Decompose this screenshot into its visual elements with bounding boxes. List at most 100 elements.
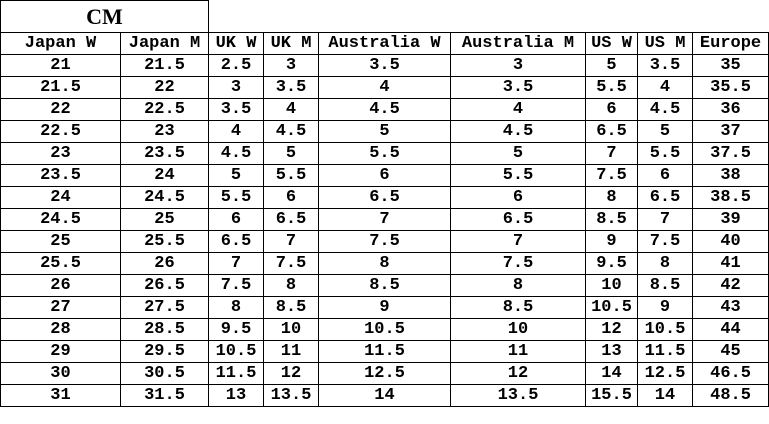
size-cell: 7 <box>585 142 638 165</box>
size-cell: 28 <box>0 318 121 341</box>
size-cell: 5 <box>263 142 319 165</box>
size-cell: 38 <box>691 164 769 187</box>
size-cell: 7.5 <box>585 164 638 187</box>
column-header: US M <box>637 32 693 55</box>
size-cell: 23.5 <box>120 142 209 165</box>
size-cell: 26.5 <box>120 274 209 297</box>
size-cell: 24 <box>120 164 209 187</box>
size-cell: 4.5 <box>263 120 319 143</box>
size-cell: 9 <box>637 296 693 319</box>
size-cell: 10 <box>585 274 638 297</box>
size-cell: 7.5 <box>318 230 451 253</box>
size-cell: 41 <box>691 252 769 275</box>
size-cell: 36 <box>691 98 769 121</box>
size-cell: 8 <box>318 252 451 275</box>
size-cell: 9 <box>585 230 638 253</box>
size-cell: 11.5 <box>318 340 451 363</box>
size-cell: 26 <box>120 252 209 275</box>
data-row: 23 23.5 4.5 5 5.5 5 7 5.5 37.5 <box>0 142 769 165</box>
size-cell: 21.5 <box>120 54 209 77</box>
size-cell: 4.5 <box>208 142 264 165</box>
size-cell: 4 <box>263 98 319 121</box>
size-cell: 35 <box>691 54 769 77</box>
column-header: US W <box>585 32 638 55</box>
size-cell: 5 <box>208 164 264 187</box>
column-header: Japan M <box>120 32 209 55</box>
size-cell: 42 <box>691 274 769 297</box>
size-cell: 7 <box>637 208 693 231</box>
size-cell: 12 <box>450 362 586 385</box>
size-cell: 27.5 <box>120 296 209 319</box>
size-cell: 14 <box>318 384 451 407</box>
size-cell: 25 <box>0 230 121 253</box>
column-header: Australia M <box>450 32 586 55</box>
size-cell: 25.5 <box>0 252 121 275</box>
size-cell: 7 <box>208 252 264 275</box>
size-cell: 29.5 <box>120 340 209 363</box>
size-cell: 23 <box>120 120 209 143</box>
size-cell: 12.5 <box>637 362 693 385</box>
unit-label: CM <box>0 0 209 33</box>
size-cell: 4.5 <box>318 98 451 121</box>
size-cell: 11 <box>263 340 319 363</box>
data-row: 31 31.5 13 13.5 14 13.5 15.5 14 48.5 <box>0 384 769 407</box>
data-row: 25 25.5 6.5 7 7.5 7 9 7.5 40 <box>0 230 769 253</box>
size-cell: 5.5 <box>585 76 638 99</box>
size-cell: 44 <box>691 318 769 341</box>
size-cell: 22.5 <box>0 120 121 143</box>
size-cell: 12 <box>263 362 319 385</box>
column-header: Europe <box>691 32 769 55</box>
size-cell: 25.5 <box>120 230 209 253</box>
size-cell: 8 <box>208 296 264 319</box>
size-cell: 2.5 <box>208 54 264 77</box>
column-header: UK M <box>263 32 319 55</box>
size-cell: 9 <box>318 296 451 319</box>
size-cell: 37 <box>691 120 769 143</box>
size-cell: 45 <box>691 340 769 363</box>
size-cell: 4 <box>208 120 264 143</box>
size-cell: 7.5 <box>637 230 693 253</box>
data-row: 22.5 23 4 4.5 5 4.5 6.5 5 37 <box>0 120 769 143</box>
size-cell: 13.5 <box>450 384 586 407</box>
size-cell: 5.5 <box>450 164 586 187</box>
size-cell: 24.5 <box>120 186 209 209</box>
size-cell: 13 <box>585 340 638 363</box>
size-cell: 22 <box>0 98 121 121</box>
header-row: Japan W Japan M UK W UK M Australia W Austral… <box>0 32 769 55</box>
size-cell: 43 <box>691 296 769 319</box>
size-cell: 10.5 <box>208 340 264 363</box>
size-cell: 23.5 <box>0 164 121 187</box>
size-cell: 5.5 <box>637 142 693 165</box>
data-row: 21.5 22 3 3.5 4 3.5 5.5 4 35.5 <box>0 76 769 99</box>
size-cell: 22.5 <box>120 98 209 121</box>
size-cell: 8.5 <box>318 274 451 297</box>
size-cell: 4 <box>450 98 586 121</box>
data-row: 28 28.5 9.5 10 10.5 10 12 10.5 44 <box>0 318 769 341</box>
size-cell: 10.5 <box>318 318 451 341</box>
size-cell: 6 <box>263 186 319 209</box>
size-cell: 9.5 <box>585 252 638 275</box>
size-cell: 11.5 <box>637 340 693 363</box>
size-cell: 7.5 <box>450 252 586 275</box>
size-cell: 7.5 <box>263 252 319 275</box>
size-cell: 8 <box>637 252 693 275</box>
size-cell: 9.5 <box>208 318 264 341</box>
size-cell: 8.5 <box>585 208 638 231</box>
size-cell: 6 <box>637 164 693 187</box>
size-cell: 3.5 <box>318 54 451 77</box>
size-cell: 4.5 <box>450 120 586 143</box>
size-cell: 3 <box>450 54 586 77</box>
size-cell: 7 <box>450 230 586 253</box>
size-cell: 22 <box>120 76 209 99</box>
size-cell: 7 <box>318 208 451 231</box>
data-row: 24.5 25 6 6.5 7 6.5 8.5 7 39 <box>0 208 769 231</box>
size-cell: 5 <box>318 120 451 143</box>
size-cell: 5 <box>637 120 693 143</box>
size-cell: 10.5 <box>585 296 638 319</box>
size-cell: 27 <box>0 296 121 319</box>
size-cell: 23 <box>0 142 121 165</box>
size-cell: 39 <box>691 208 769 231</box>
size-cell: 4 <box>637 76 693 99</box>
data-row: 26 26.5 7.5 8 8.5 8 10 8.5 42 <box>0 274 769 297</box>
